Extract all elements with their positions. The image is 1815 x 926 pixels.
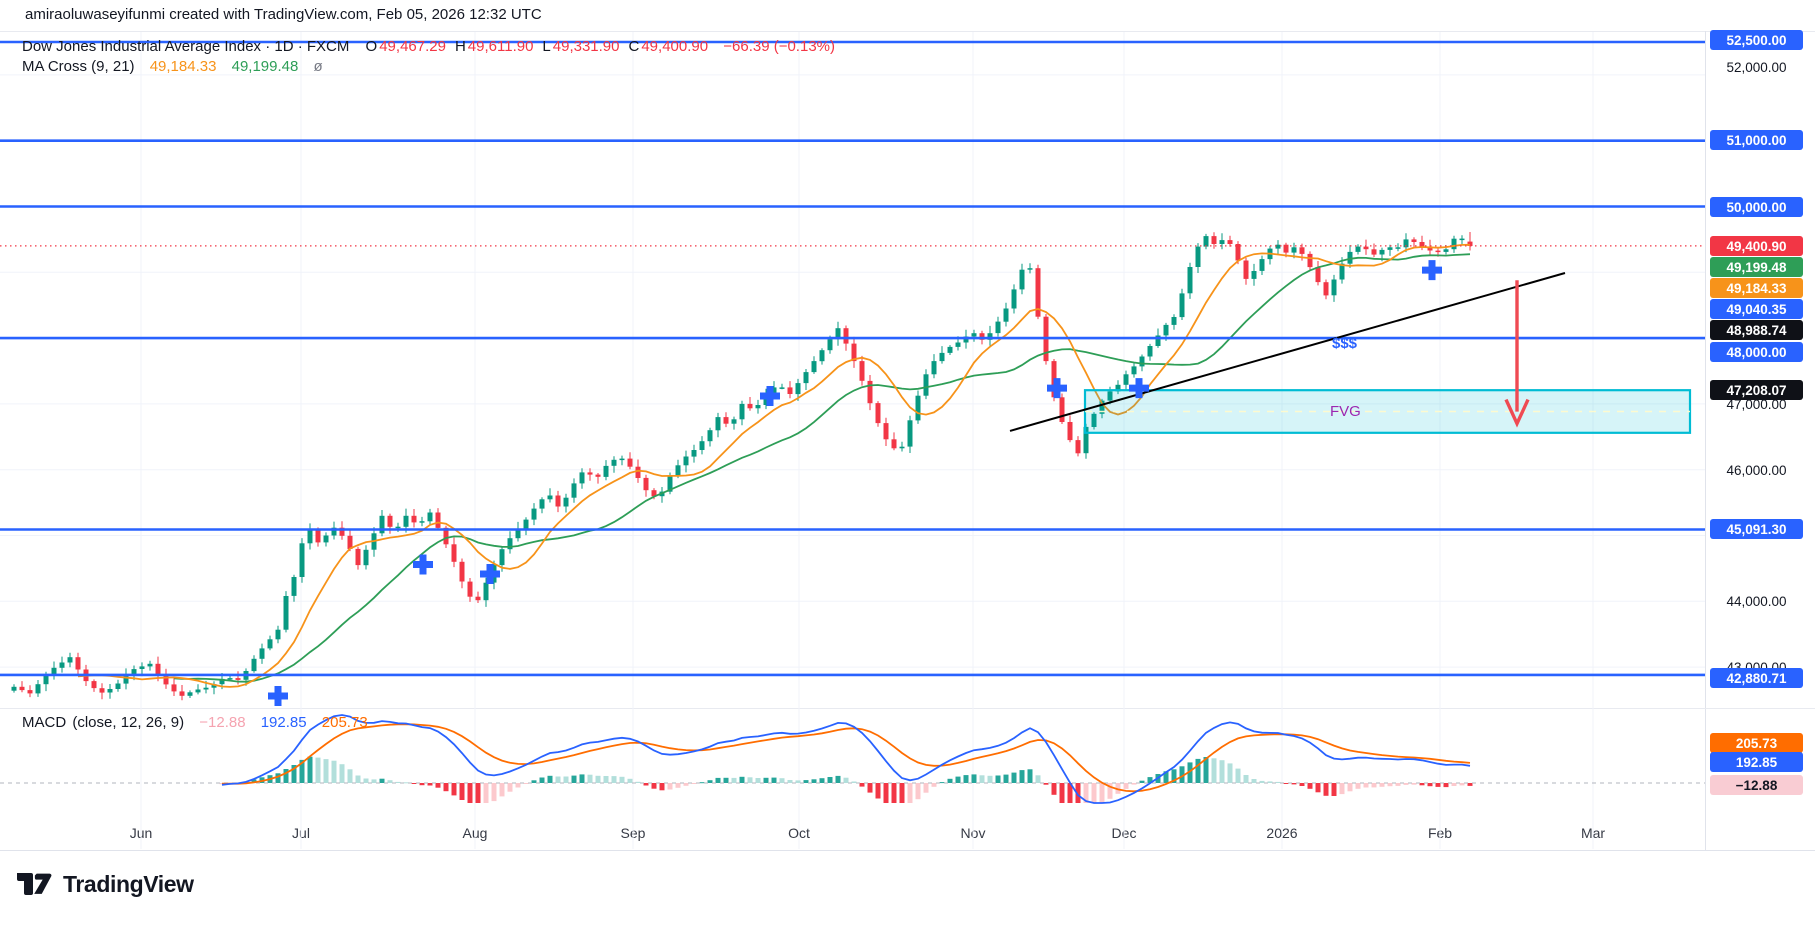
ohlc-value: 49,331.90 [552, 38, 620, 55]
price-axis-label: 49,184.33 [1710, 278, 1803, 298]
ohlc-value: 49,611.90 [467, 38, 534, 55]
ohlc-value: 49,400.90 [641, 38, 709, 55]
ohlc-key: O [365, 38, 378, 55]
ma-fast-value: 49,184.33 [149, 58, 217, 75]
candlestick-series [11, 232, 1473, 701]
ohlc-key: C [628, 38, 640, 55]
price-axis-label: 50,000.00 [1710, 197, 1803, 217]
red-arrow[interactable] [1504, 280, 1530, 428]
tradingview-logo-icon [17, 873, 52, 895]
ma-slow-value: 49,199.48 [231, 58, 299, 75]
price-axis-label: 42,880.71 [1710, 668, 1803, 688]
time-axis-divider [0, 850, 1815, 851]
ohlc-key: H [454, 38, 466, 55]
price-axis-label: 49,040.35 [1710, 299, 1803, 319]
price-axis-label: 48,000.00 [1710, 342, 1803, 362]
price-scale-divider [1705, 31, 1706, 850]
price-axis-label: 48,988.74 [1710, 320, 1803, 340]
macd-title[interactable]: MACD [22, 714, 67, 731]
macd-axis-label: 192.85 [1710, 752, 1803, 772]
macd-params: (close, 12, 26, 9) [72, 714, 185, 731]
ma-cross-plus-markers [268, 260, 1442, 707]
ma-empty-flag: ø [313, 58, 323, 75]
price-axis-label: 52,000.00 [1726, 59, 1787, 75]
price-axis-label: 52,500.00 [1710, 30, 1803, 50]
macd-histogram [219, 756, 1473, 803]
header-divider [0, 31, 1815, 32]
price-axis-label: 46,000.00 [1726, 462, 1787, 478]
ma-cross-lines [77, 243, 1471, 688]
macd-signal-value: 205.73 [321, 714, 368, 731]
tradingview-logo[interactable]: TradingView [16, 869, 194, 899]
price-axis-label: 47,208.07 [1710, 380, 1803, 400]
fvg-box[interactable] [1083, 389, 1692, 434]
macd-axis-label: −12.88 [1710, 775, 1803, 795]
macd-axis-label: 205.73 [1710, 733, 1803, 753]
price-axis-label: 47,000.00 [1726, 396, 1787, 412]
ma-cross-title[interactable]: MA Cross (9, 21) [22, 58, 135, 75]
symbol-title[interactable]: Dow Jones Industrial Average Index · 1D … [22, 38, 350, 55]
trend-line[interactable] [1009, 272, 1566, 432]
tradingview-logo-text: TradingView [63, 870, 194, 897]
price-axis-label: 49,199.48 [1710, 257, 1803, 277]
price-axis-label: 45,091.30 [1710, 519, 1803, 539]
attribution-text: amiraoluwaseyifunmi created with Trading… [25, 6, 542, 23]
change-value: −66.39 (−0.13%) [723, 38, 835, 55]
macd-lines [221, 714, 1471, 804]
ohlc-key: L [542, 38, 551, 55]
ma-cross-legend-row[interactable]: MA Cross (9, 21) 49,184.33 49,199.48 ø [22, 58, 325, 75]
dollars-annotation[interactable]: $$$ [1332, 335, 1358, 352]
horizontal-ray-lines[interactable] [0, 40, 1705, 677]
price-axis-label: 49,400.90 [1710, 236, 1803, 256]
price-axis-label: 44,000.00 [1726, 593, 1787, 609]
macd-line-value: 192.85 [260, 714, 307, 731]
macd-hist-value: −12.88 [199, 714, 246, 731]
panel-divider[interactable] [0, 708, 1815, 709]
price-axis-label: 51,000.00 [1710, 130, 1803, 150]
symbol-legend-row[interactable]: Dow Jones Industrial Average Index · 1D … [22, 38, 837, 55]
ohlc-value: 49,467.29 [379, 38, 446, 55]
fvg-annotation[interactable]: FVG [1330, 403, 1361, 420]
ohlc-values: O 49,467.29 H 49,611.90 L 49,331.90 C 49,400.90 [366, 38, 718, 55]
macd-legend-row[interactable]: MACD (close, 12, 26, 9) −12.88 192.85 20… [22, 714, 370, 731]
